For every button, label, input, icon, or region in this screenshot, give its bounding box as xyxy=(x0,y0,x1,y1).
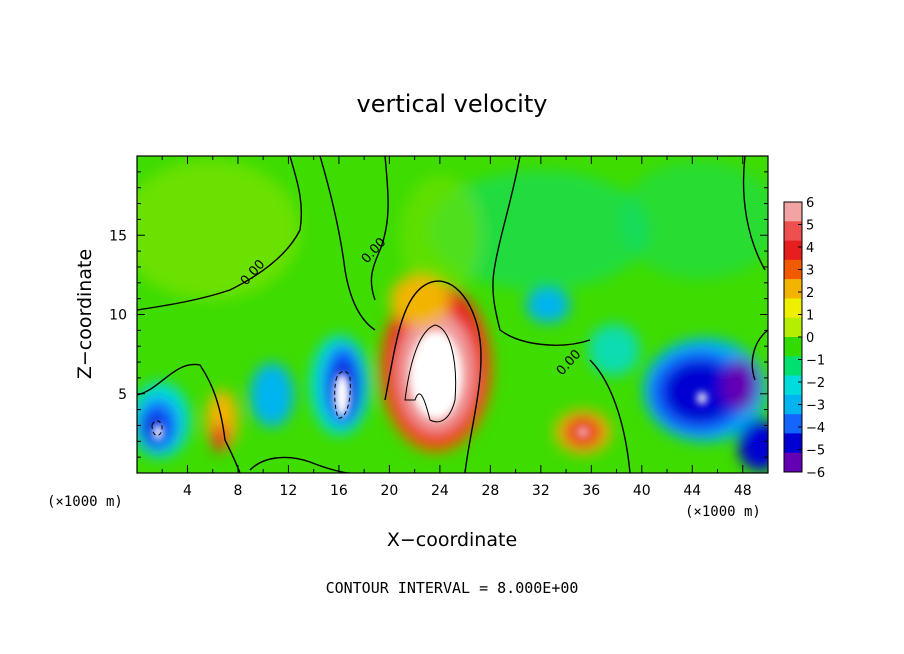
colorbar-label: 6 xyxy=(806,196,814,211)
contour-lines xyxy=(137,156,768,473)
colorbar: 6 5 4 3 2 1 0 −1 −2 −3 −4 −5 −6 xyxy=(783,196,825,481)
plot-area xyxy=(137,156,768,473)
contour-interval-note: CONTOUR INTERVAL = 8.000E+00 xyxy=(326,579,579,597)
x-tick-label: 24 xyxy=(431,483,449,499)
field-shading xyxy=(137,160,768,471)
colorbar-swatch xyxy=(784,433,802,454)
x-tick-label: 20 xyxy=(380,483,398,499)
x-unit-left: (×1000 m) xyxy=(47,494,123,510)
colorbar-label: −4 xyxy=(806,421,825,436)
colorbar-swatch xyxy=(784,317,802,338)
colorbar-label: 0 xyxy=(806,331,814,346)
y-tick-label: 5 xyxy=(118,387,127,403)
x-unit-right: (×1000 m) xyxy=(685,504,761,520)
colorbar-swatch xyxy=(784,202,802,222)
colorbar-swatch xyxy=(784,414,802,434)
chart-title: vertical velocity xyxy=(357,90,548,118)
x-tick-label: 48 xyxy=(734,483,752,499)
y-tick-label: 10 xyxy=(109,308,127,324)
colorbar-label: 3 xyxy=(806,264,814,279)
colorbar-label: 4 xyxy=(806,241,814,256)
x-tick-label: 8 xyxy=(233,483,242,499)
y-axis-label: Z−coordinate xyxy=(74,249,96,379)
colorbar-label: −1 xyxy=(806,354,825,369)
colorbar-swatch xyxy=(784,279,802,299)
colorbar-label: −5 xyxy=(806,444,825,459)
colorbar-label: 2 xyxy=(806,286,814,301)
x-tick-label: 4 xyxy=(183,483,192,499)
x-tick-label: 16 xyxy=(330,483,348,499)
colorbar-label: 5 xyxy=(806,219,814,234)
colorbar-label: −3 xyxy=(806,399,825,414)
colorbar-swatch xyxy=(784,337,802,357)
x-axis-label: X−coordinate xyxy=(387,529,517,551)
x-axis: 4 8 12 16 20 24 28 32 36 40 44 48 xyxy=(161,156,752,499)
colorbar-label: −6 xyxy=(806,466,825,481)
colorbar-swatch xyxy=(784,394,802,415)
colorbar-swatch xyxy=(784,452,802,473)
colorbar-swatch xyxy=(784,375,802,396)
x-tick-label: 36 xyxy=(582,483,600,499)
colorbar-swatch xyxy=(784,298,802,319)
x-tick-label: 40 xyxy=(633,483,651,499)
y-tick-label: 15 xyxy=(109,228,127,244)
colorbar-swatch xyxy=(784,240,802,261)
core-contours xyxy=(151,324,457,436)
colorbar-label: −2 xyxy=(806,376,825,391)
colorbar-swatch xyxy=(784,259,802,280)
colorbar-label: 1 xyxy=(806,309,814,324)
x-tick-label: 28 xyxy=(481,483,499,499)
colorbar-swatch xyxy=(784,221,802,241)
colorbar-swatch xyxy=(784,356,802,376)
x-tick-label: 32 xyxy=(532,483,550,499)
x-tick-label: 12 xyxy=(280,483,298,499)
x-tick-label: 44 xyxy=(683,483,701,499)
y-axis: 5 10 15 xyxy=(109,171,768,458)
